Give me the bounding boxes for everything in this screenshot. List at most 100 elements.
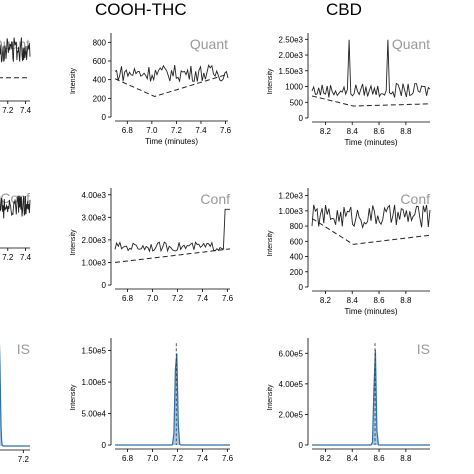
- chart-c2r0: 0 500 1000 1.50e3 2.00e3 2.50e3 8.2 8.4 8.6 8.8Ti…: [267, 33, 431, 147]
- y-tick-label: 500: [290, 98, 304, 107]
- y-axis-label: Intensity: [267, 68, 274, 95]
- y-tick-label: 1.20e3: [279, 192, 304, 201]
- y-tick-label: 2.50e3: [279, 35, 304, 44]
- chart-c1r1: 0 1.00e3 2.00e3 3.00e3 4.00e3 6.8 7.0 7.2 7.4 7.6…: [70, 188, 234, 303]
- signal-line: [0, 195, 31, 219]
- y-axis-label: Intensity: [70, 384, 77, 411]
- y-axis-label: Intensity: [70, 67, 77, 94]
- y-tick-label: 1.00e3: [82, 258, 107, 267]
- x-tick-label: 7.4: [197, 294, 209, 303]
- panel-annotation: Quant: [392, 36, 430, 52]
- x-tick-label: 7.4: [20, 253, 32, 262]
- y-axis-label: Intensity: [267, 230, 274, 257]
- x-tick-label: 8.8: [400, 454, 412, 463]
- y-tick-label: 2.00e5: [279, 410, 304, 419]
- y-tick-label: 800: [93, 38, 107, 47]
- y-tick-label: 0: [102, 113, 107, 122]
- y-tick-label: 1.50e3: [279, 67, 304, 76]
- x-tick-label: 7.0: [147, 294, 159, 303]
- y-tick-label: 1000: [285, 83, 303, 92]
- baseline-dashed-line: [114, 248, 231, 263]
- x-tick-label: 8.8: [400, 296, 412, 305]
- y-tick-label: 600: [93, 57, 107, 66]
- x-axis-label: Time (minutes): [145, 137, 198, 146]
- chart-c2r1: 0 200 400 600 800 1.00e3 1.20e3 8.2 8.4 8.6 8.8Tim…: [267, 188, 431, 316]
- x-tick-label: 8.4: [347, 296, 359, 305]
- x-tick-label: 8.2: [320, 296, 332, 305]
- x-tick-label: 8.6: [373, 127, 385, 136]
- x-tick-label: 8.6: [373, 296, 385, 305]
- x-tick-label: 6.8: [122, 126, 134, 135]
- x-tick-label: 8.2: [320, 127, 332, 136]
- y-tick-label: 200: [93, 94, 107, 103]
- x-axis-label: Time (minutes): [344, 307, 397, 316]
- peak-fill: [115, 353, 230, 445]
- panel-annotation: IS: [17, 341, 30, 357]
- panel-annotation: IS: [417, 341, 430, 357]
- y-tick-label: 0: [299, 114, 304, 123]
- x-tick-label: 7.6: [222, 294, 234, 303]
- panel-annotation: Conf: [400, 191, 430, 207]
- x-tick-label: 8.8: [400, 127, 412, 136]
- x-tick-label: 7.0: [146, 126, 158, 135]
- x-tick-label: 7.4: [195, 126, 207, 135]
- x-tick-label: 8.2: [320, 454, 332, 463]
- x-tick-label: 7.0: [147, 454, 159, 463]
- x-tick-label: 7.2: [172, 454, 184, 463]
- panel-annotation: Conf: [200, 191, 230, 207]
- y-tick-label: 4.00e3: [82, 191, 107, 200]
- signal-line: [114, 64, 229, 83]
- y-tick-label: 2.00e3: [279, 51, 304, 60]
- chart-c1r0: 0 200 400 600 800 6.8 7.0 7.2 7.4 7.6 Time (minute…: [70, 33, 232, 146]
- y-tick-label: 600: [290, 237, 304, 246]
- y-tick-label: 400: [93, 76, 107, 85]
- x-tick-label: 7.6: [220, 126, 232, 135]
- y-tick-label: 0: [102, 441, 107, 450]
- peak-line: [115, 353, 230, 446]
- y-tick-label: 3.00e3: [82, 213, 107, 222]
- y-tick-label: 5.00e4: [82, 410, 107, 419]
- signal-line: [311, 39, 431, 98]
- x-tick-label: 7.4: [197, 454, 209, 463]
- y-tick-label: 1.50e5: [82, 347, 107, 356]
- y-tick-label: 1.00e3: [279, 207, 304, 216]
- y-tick-label: 800: [290, 222, 304, 231]
- y-tick-label: 2.00e3: [82, 236, 107, 245]
- x-tick-label: 7.6: [222, 454, 234, 463]
- y-tick-label: 4.00e5: [279, 380, 304, 389]
- y-tick-label: 200: [290, 268, 304, 277]
- chart-c0r0: 7.27.4Quant: [0, 36, 32, 115]
- x-tick-label: 8.4: [347, 454, 359, 463]
- y-tick-label: 1.00e5: [82, 378, 107, 387]
- x-tick-label: 6.8: [122, 294, 134, 303]
- column-title-cbd: CBD: [326, 0, 362, 19]
- y-tick-label: 0: [299, 441, 304, 450]
- x-tick-label: 7.2: [2, 106, 14, 115]
- panel-annotation: Quant: [190, 36, 228, 52]
- y-axis-label: Intensity: [70, 229, 77, 256]
- signal-line: [311, 204, 431, 230]
- signal-line: [114, 208, 230, 253]
- x-tick-label: 7.4: [20, 106, 32, 115]
- chart-c2r2: 0 2.00e5 4.00e5 6.00e5 8.2 8.4 8.6 8.8 Intensity…: [267, 338, 430, 463]
- x-tick-label: 7.2: [18, 455, 30, 464]
- peak-line: [0, 344, 30, 447]
- y-axis-label: Intensity: [267, 384, 274, 411]
- x-tick-label: 8.4: [347, 127, 359, 136]
- y-tick-label: 0: [299, 283, 304, 292]
- peak-fill: [0, 366, 30, 446]
- x-tick-label: 7.2: [171, 126, 183, 135]
- baseline-dashed-line: [311, 95, 431, 107]
- x-axis-label: Time (minutes): [344, 138, 397, 147]
- baseline-dashed-line: [114, 73, 229, 98]
- baseline-dashed-line: [311, 218, 431, 245]
- peak-fill: [312, 350, 430, 445]
- x-tick-label: 7.2: [172, 294, 184, 303]
- y-tick-label: 400: [290, 253, 304, 262]
- x-tick-label: 6.8: [122, 454, 134, 463]
- x-tick-label: 7.2: [2, 253, 14, 262]
- peak-line: [312, 349, 430, 446]
- column-title-cooh-thc: COOH-THC: [95, 0, 187, 19]
